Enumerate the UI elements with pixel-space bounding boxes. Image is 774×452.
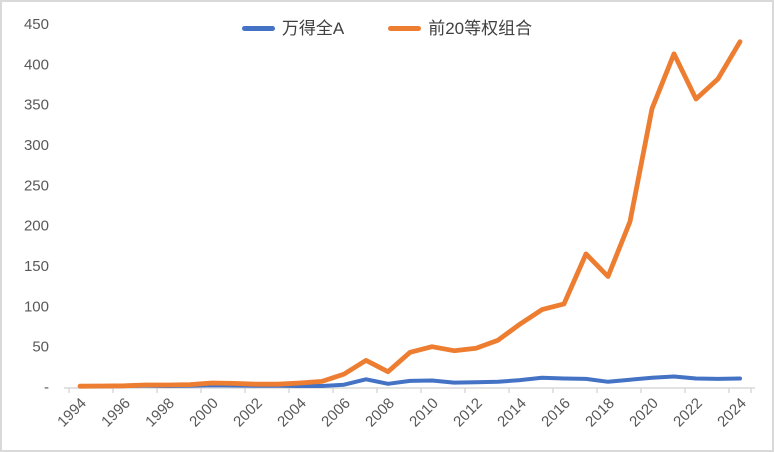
y-tick-label: 400 [24, 56, 49, 73]
x-tick-label: 2018 [582, 395, 618, 431]
legend-label-wind-all-a: 万得全A [281, 19, 345, 38]
legend-item-wind-all-a[interactable]: 万得全A [241, 19, 345, 38]
x-tick-label: 1996 [98, 395, 134, 431]
x-tick-label: 2008 [362, 395, 398, 431]
x-tick-label: 1994 [54, 395, 90, 431]
x-tick-label: 2014 [494, 395, 530, 431]
x-tick-label: 2016 [538, 395, 574, 431]
legend-swatch-blue [241, 26, 275, 31]
chart-legend: 万得全A 前20等权组合 [2, 20, 772, 37]
y-tick-label: 300 [24, 137, 49, 154]
y-tick-label: 150 [24, 258, 49, 275]
x-tick-label: 1998 [142, 395, 178, 431]
y-tick-label: 450 [24, 16, 49, 33]
x-tick-label: 2002 [230, 395, 266, 431]
x-tick-label: 2024 [714, 395, 750, 431]
y-tick-label: 50 [32, 339, 49, 356]
legend-label-top20-portfolio: 前20等权组合 [428, 19, 533, 38]
x-tick-label: 2004 [274, 395, 310, 431]
y-tick-label: - [44, 379, 49, 396]
legend-item-top20-portfolio[interactable]: 前20等权组合 [388, 20, 532, 37]
legend-swatch-orange [388, 26, 422, 31]
series-line-1 [77, 39, 743, 389]
y-tick-label: 250 [24, 177, 49, 194]
x-tick-label: 2006 [318, 395, 354, 431]
x-tick-label: 2022 [670, 395, 706, 431]
x-tick-label: 2020 [626, 395, 662, 431]
y-tick-label: 100 [24, 298, 49, 315]
y-tick-label: 350 [24, 97, 49, 114]
x-tick-label: 2010 [406, 395, 442, 431]
x-tick-label: 2000 [186, 395, 222, 431]
y-tick-label: 200 [24, 218, 49, 235]
x-tick-label: 2012 [450, 395, 486, 431]
